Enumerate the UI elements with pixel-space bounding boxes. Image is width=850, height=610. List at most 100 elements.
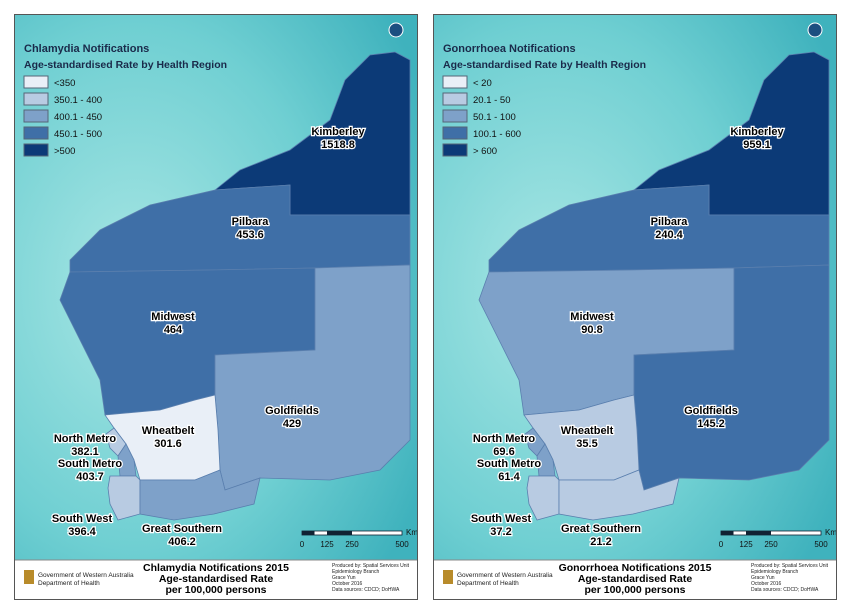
panel-border bbox=[14, 14, 418, 600]
region-name: Kimberley bbox=[730, 126, 784, 138]
scale-bar bbox=[721, 531, 734, 535]
credit-text: Produced by: Spatial Services Unit bbox=[332, 563, 410, 569]
region-value: 406.2 bbox=[168, 536, 196, 548]
legend-title: Chlamydia Notifications bbox=[24, 43, 149, 55]
scale-label: 125 bbox=[739, 540, 753, 549]
credit-text: Grace Yun bbox=[751, 575, 775, 581]
scale-bar bbox=[746, 531, 771, 535]
legend-swatch bbox=[442, 75, 468, 89]
footer-title: per 100,000 persons bbox=[166, 584, 267, 596]
region-value: 959.1 bbox=[743, 139, 771, 151]
credit-text: Epidemiology Branch bbox=[751, 569, 798, 575]
credit-text: Data sources: CDCD; DoHWA bbox=[332, 587, 400, 593]
footer-title: per 100,000 persons bbox=[585, 584, 686, 596]
scale-label: Km bbox=[825, 528, 837, 537]
region-name: Wheatbelt bbox=[142, 425, 195, 437]
region-name: Midwest bbox=[570, 311, 614, 323]
credit-text: Data sources: CDCD; DoHWA bbox=[751, 587, 819, 593]
credit-text: Grace Yun bbox=[332, 575, 356, 581]
legend-label: 350.1 - 400 bbox=[54, 95, 102, 106]
north-arrow bbox=[807, 22, 823, 38]
region-value: 429 bbox=[283, 418, 301, 430]
legend-subtitle: Age-standardised Rate by Health Region bbox=[443, 59, 646, 71]
scale-label: 0 bbox=[719, 540, 724, 549]
legend-swatch bbox=[23, 143, 49, 157]
footer bbox=[433, 559, 837, 600]
region-name: Pilbara bbox=[232, 216, 270, 228]
region-name: Midwest bbox=[151, 311, 195, 323]
region-name: Great Southern bbox=[142, 523, 222, 535]
legend-swatch bbox=[442, 126, 468, 140]
north-arrow bbox=[388, 22, 404, 38]
government-text: Government of Western Australia bbox=[38, 572, 134, 579]
credit-text: Produced by: Spatial Services Unit bbox=[751, 563, 829, 569]
government-text: Government of Western Australia bbox=[457, 572, 553, 579]
region bbox=[105, 427, 127, 457]
legend-title: Gonorrhoea Notifications bbox=[443, 43, 576, 55]
crest bbox=[24, 570, 34, 584]
region-value: 1518.8 bbox=[321, 139, 355, 151]
legend-label: 400.1 - 450 bbox=[54, 112, 102, 123]
region-value: 61.4 bbox=[498, 471, 520, 483]
region-value: 382.1 bbox=[71, 446, 99, 458]
region-value: 403.7 bbox=[76, 471, 104, 483]
legend-swatch bbox=[23, 92, 49, 106]
panel-border bbox=[433, 14, 837, 600]
region-name: North Metro bbox=[54, 433, 117, 445]
legend-label: 50.1 - 100 bbox=[473, 112, 516, 123]
legend-swatch bbox=[23, 75, 49, 89]
region-value: 301.6 bbox=[154, 438, 182, 450]
legend-label: 100.1 - 600 bbox=[473, 129, 521, 140]
scale-label: Km bbox=[406, 528, 418, 537]
region bbox=[536, 443, 556, 477]
region-value: 453.6 bbox=[236, 229, 264, 241]
region-value: 464 bbox=[164, 324, 183, 336]
footer-title: Age-standardised Rate bbox=[578, 573, 693, 585]
legend-swatch bbox=[442, 143, 468, 157]
region-value: 396.4 bbox=[68, 526, 96, 538]
legend-swatch bbox=[23, 109, 49, 123]
legend-swatch bbox=[442, 92, 468, 106]
region-name: South Metro bbox=[58, 458, 122, 470]
scale-bar bbox=[327, 531, 352, 535]
legend-subtitle: Age-standardised Rate by Health Region bbox=[24, 59, 227, 71]
credit-text: October 2016 bbox=[332, 581, 363, 587]
region-name: Goldfields bbox=[684, 405, 738, 417]
footer-title: Gonorrhoea Notifications 2015 bbox=[559, 562, 712, 574]
government-text: Department of Health bbox=[457, 580, 519, 587]
region-name: Goldfields bbox=[265, 405, 319, 417]
region-name: Wheatbelt bbox=[561, 425, 614, 437]
region-name: South West bbox=[471, 513, 532, 525]
region bbox=[139, 469, 261, 521]
crest bbox=[443, 570, 453, 584]
legend-swatch bbox=[23, 126, 49, 140]
region-value: 69.6 bbox=[493, 446, 514, 458]
legend-label: > 600 bbox=[473, 146, 497, 157]
scale-label: 125 bbox=[320, 540, 334, 549]
legend-swatch bbox=[442, 109, 468, 123]
region-name: North Metro bbox=[473, 433, 536, 445]
government-text: Department of Health bbox=[38, 580, 100, 587]
region bbox=[117, 443, 137, 477]
legend-label: < 20 bbox=[473, 78, 492, 89]
footer-title: Chlamydia Notifications 2015 bbox=[143, 562, 289, 574]
scale-label: 0 bbox=[300, 540, 305, 549]
legend-label: 20.1 - 50 bbox=[473, 95, 511, 106]
footer bbox=[14, 559, 418, 600]
region-value: 21.2 bbox=[590, 536, 611, 548]
region bbox=[558, 469, 680, 521]
credit-text: Epidemiology Branch bbox=[332, 569, 379, 575]
scale-bar bbox=[302, 531, 315, 535]
region-value: 145.2 bbox=[697, 418, 725, 430]
scale-label: 250 bbox=[345, 540, 359, 549]
legend-label: >500 bbox=[54, 146, 75, 157]
credit-text: October 2016 bbox=[751, 581, 782, 587]
legend-label: <350 bbox=[54, 78, 75, 89]
scale-label: 250 bbox=[764, 540, 778, 549]
legend-label: 450.1 - 500 bbox=[54, 129, 102, 140]
region-name: Pilbara bbox=[651, 216, 689, 228]
region-name: Great Southern bbox=[561, 523, 641, 535]
